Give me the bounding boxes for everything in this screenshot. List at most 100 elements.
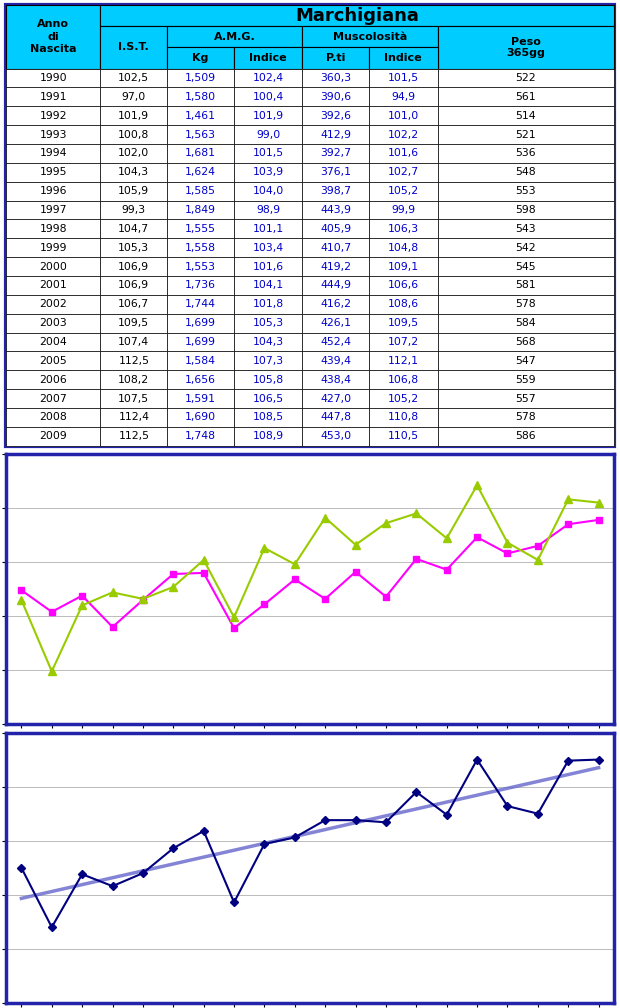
I.S.T.: [48, 921, 56, 933]
Text: 104,7: 104,7: [118, 224, 149, 234]
I.S.T.: [412, 786, 420, 798]
Bar: [438, 163, 614, 181]
Bar: [369, 106, 438, 125]
Bar: [100, 257, 167, 276]
Bar: [369, 201, 438, 220]
Bar: [302, 106, 369, 125]
Text: 104,8: 104,8: [388, 243, 419, 253]
Text: 107,5: 107,5: [118, 393, 149, 403]
Text: 1998: 1998: [40, 224, 67, 234]
A.M.G.: [564, 518, 572, 530]
Muscolosità: [473, 479, 480, 491]
Text: 109,5: 109,5: [388, 319, 419, 329]
Muscolosità: [48, 665, 56, 677]
Bar: [302, 88, 369, 106]
Text: 1,585: 1,585: [185, 186, 216, 197]
Bar: [100, 181, 167, 201]
Bar: [234, 295, 302, 313]
A.M.G.: [412, 552, 420, 564]
Bar: [438, 257, 614, 276]
Bar: [369, 88, 438, 106]
Bar: [167, 408, 234, 426]
Text: 104,3: 104,3: [118, 167, 149, 177]
Bar: [100, 163, 167, 181]
A.M.G.: [595, 514, 602, 526]
Bar: [167, 88, 234, 106]
I.S.T.: [169, 843, 177, 855]
I.S.T.: [291, 832, 298, 844]
A.M.G.: [78, 590, 86, 602]
Muscolosità: [352, 538, 359, 550]
Text: 545: 545: [515, 261, 536, 271]
Bar: [438, 276, 614, 295]
Bar: [438, 352, 614, 370]
Line: Muscolosità: Muscolosità: [17, 481, 603, 675]
Text: 410,7: 410,7: [320, 243, 351, 253]
Bar: [302, 181, 369, 201]
Text: 536: 536: [515, 148, 536, 158]
Bar: [100, 106, 167, 125]
Bar: [6, 88, 100, 106]
Text: 110,8: 110,8: [388, 412, 419, 422]
Bar: [6, 352, 100, 370]
Text: 106,6: 106,6: [388, 280, 419, 290]
Text: 1,558: 1,558: [185, 243, 216, 253]
Text: 443,9: 443,9: [320, 205, 351, 215]
Bar: [369, 408, 438, 426]
Muscolosità: [291, 558, 298, 571]
Text: 109,1: 109,1: [388, 261, 419, 271]
Bar: [6, 295, 100, 313]
Bar: [438, 88, 614, 106]
Text: 412,9: 412,9: [320, 129, 351, 139]
Text: 101,5: 101,5: [388, 73, 419, 83]
Text: Marchigiana: Marchigiana: [295, 7, 419, 24]
I.S.T.: [230, 896, 237, 908]
I.S.T.: [443, 808, 450, 821]
Text: 105,8: 105,8: [252, 375, 283, 385]
Text: 547: 547: [515, 356, 536, 366]
Text: 105,3: 105,3: [118, 243, 149, 253]
I.S.T.: [534, 807, 541, 820]
Text: 438,4: 438,4: [320, 375, 351, 385]
Bar: [100, 26, 167, 69]
Text: 1,699: 1,699: [185, 319, 216, 329]
Bar: [100, 144, 167, 163]
I.S.T.: [108, 880, 116, 892]
Bar: [302, 333, 369, 352]
Muscolosità: [564, 493, 572, 505]
Text: 110,5: 110,5: [388, 431, 419, 442]
Bar: [167, 220, 234, 238]
Text: 104,0: 104,0: [252, 186, 284, 197]
Text: 108,9: 108,9: [252, 431, 283, 442]
Muscolosità: [382, 517, 389, 529]
A.M.G.: [352, 565, 359, 578]
Bar: [100, 426, 167, 446]
Bar: [438, 313, 614, 333]
Text: 1994: 1994: [40, 148, 67, 158]
Bar: [167, 426, 234, 446]
Muscolosità: [108, 587, 116, 599]
Text: 1,509: 1,509: [185, 73, 216, 83]
Text: 1991: 1991: [40, 92, 67, 102]
Text: 102,0: 102,0: [118, 148, 149, 158]
Bar: [167, 333, 234, 352]
A.M.G.: [443, 563, 450, 576]
Bar: [6, 313, 100, 333]
Bar: [369, 333, 438, 352]
Text: 2001: 2001: [40, 280, 67, 290]
Bar: [302, 408, 369, 426]
Text: Indice: Indice: [384, 53, 422, 62]
Bar: [438, 333, 614, 352]
Bar: [100, 276, 167, 295]
Text: 1,849: 1,849: [185, 205, 216, 215]
Text: 1997: 1997: [40, 205, 67, 215]
Text: 1,699: 1,699: [185, 337, 216, 347]
Bar: [167, 238, 234, 257]
Text: 1,563: 1,563: [185, 129, 216, 139]
I.S.T.: [352, 814, 359, 827]
Bar: [167, 144, 234, 163]
Text: 112,5: 112,5: [118, 356, 149, 366]
Text: 105,9: 105,9: [118, 186, 149, 197]
Text: 98,9: 98,9: [256, 205, 280, 215]
I.S.T.: [564, 755, 572, 767]
